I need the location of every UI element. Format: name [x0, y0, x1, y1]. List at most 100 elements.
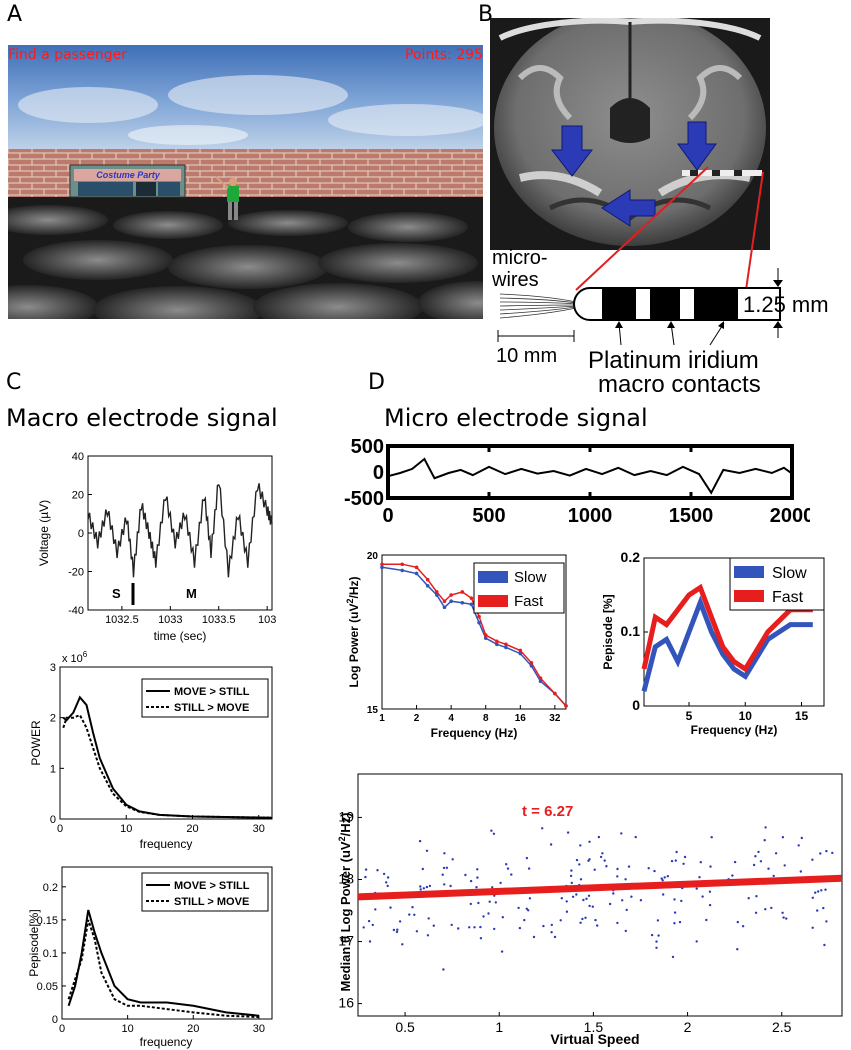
scatter-point	[368, 940, 372, 943]
scatter-point	[680, 899, 683, 903]
d3-legend-slow: Slow	[772, 565, 807, 582]
scatter-point	[475, 886, 478, 889]
scatter-point	[708, 890, 712, 893]
c2-ylabel: POWER	[29, 720, 43, 766]
scatter-point	[673, 911, 677, 914]
scatter-point	[518, 926, 522, 930]
mri-image	[490, 18, 770, 250]
d1-ytick: 0	[373, 462, 384, 484]
scatter-point	[392, 928, 396, 932]
scatter-point	[585, 897, 588, 900]
scatter-point	[482, 915, 485, 918]
scatter-point	[811, 896, 814, 899]
d1-xtick: 500	[472, 505, 505, 527]
scatter-point	[578, 863, 581, 866]
d4-ylabel: Median θ Log Power (uV2/Hz)	[337, 813, 353, 992]
c3-ytick: 0.1	[43, 948, 58, 960]
d4-ytick: 16	[338, 995, 354, 1011]
scatter-point	[565, 900, 568, 903]
scatter-point	[741, 925, 745, 928]
d3-xtick: 15	[795, 709, 809, 723]
scatter-point	[782, 916, 785, 919]
d2-point	[529, 661, 534, 665]
scatter-point	[656, 919, 660, 922]
c3-legend-1: MOVE > STILL	[174, 880, 250, 892]
d2-point	[434, 590, 439, 594]
c1-xtick: 1033.5	[202, 614, 236, 626]
scatter-point	[469, 902, 472, 906]
c1-xtick: 1033	[158, 614, 182, 626]
d2-point	[449, 599, 453, 603]
scatter-point	[670, 859, 674, 863]
scatter-point	[616, 921, 619, 925]
scatter-point	[490, 829, 493, 832]
scatter-point	[525, 907, 528, 910]
scatter-point	[425, 849, 429, 852]
scatter-point	[376, 869, 379, 872]
c1-ytick: -40	[68, 605, 84, 617]
scatter-point	[816, 909, 819, 912]
scatter-point	[662, 893, 665, 896]
d3-xlabel: Frequency (Hz)	[691, 723, 778, 737]
d2-xtick: 4	[448, 713, 454, 724]
microwires-label-2: wires	[491, 269, 539, 291]
scatter-point	[396, 928, 399, 931]
c3-ytick: 0	[52, 1014, 58, 1026]
scatter-point	[757, 850, 760, 854]
scatter-point	[499, 881, 502, 885]
c3-xtick: 20	[187, 1023, 199, 1035]
c3-ytick: 0.2	[43, 882, 58, 894]
d4-xtick: 2.5	[772, 1019, 792, 1035]
c2-xtick: 10	[120, 823, 132, 835]
d2-point	[442, 599, 447, 603]
d2-point	[400, 562, 405, 567]
scatter-point	[479, 925, 482, 929]
d1-xtick: 0	[382, 505, 393, 527]
scatter-point	[570, 881, 573, 885]
scatter-point	[451, 858, 454, 861]
d2-xtick: 8	[483, 713, 489, 724]
scatter-point	[811, 926, 814, 929]
scatter-point	[566, 831, 570, 834]
contacts-label-2: macro contacts	[598, 371, 761, 398]
d2-slow-line	[381, 566, 567, 707]
d2-point	[460, 590, 465, 594]
scatter-point	[517, 906, 520, 910]
scatter-point	[527, 867, 531, 870]
c2-xtick: 20	[186, 823, 198, 835]
scatter-point	[591, 905, 594, 908]
c3-ytick: 0.05	[37, 981, 58, 993]
scatter-point	[579, 844, 582, 847]
d2-point	[442, 605, 447, 610]
scatter-point	[823, 943, 826, 947]
scatter-point	[781, 836, 785, 839]
d2-point	[414, 565, 419, 570]
scatter-point	[550, 931, 553, 934]
d2-point	[483, 636, 488, 640]
c3-xlabel: frequency	[140, 1035, 193, 1049]
mri-arrow-bottom	[601, 189, 656, 227]
d2-legend-slow: Slow	[514, 569, 547, 586]
scatter-point	[506, 867, 510, 870]
scatter-point	[525, 856, 529, 860]
scatter-point	[395, 930, 399, 934]
scatter-point	[800, 836, 803, 840]
scatter-point	[553, 935, 557, 939]
game-screenshot: Costume Party Find a passenger Points: 2…	[8, 45, 483, 319]
scatter-point	[386, 876, 390, 879]
d2-point	[564, 704, 568, 708]
panel-letter-a: A	[7, 2, 23, 27]
c1-xtick: 1032.5	[105, 614, 139, 626]
scatter-point	[492, 832, 496, 835]
c2-ytick: 3	[50, 662, 56, 674]
d4-xtick: 0.5	[395, 1019, 415, 1035]
d2-point	[469, 596, 474, 600]
c2-legend: MOVE > STILL STILL > MOVE	[141, 678, 269, 718]
scatter-point	[671, 955, 675, 959]
scatter-point	[593, 868, 596, 871]
scatter-point	[493, 927, 496, 931]
d2-ytick: 20	[367, 551, 379, 562]
scatter-point	[532, 935, 536, 939]
d4-ytick: 17	[338, 933, 354, 949]
scatter-point	[473, 926, 476, 929]
